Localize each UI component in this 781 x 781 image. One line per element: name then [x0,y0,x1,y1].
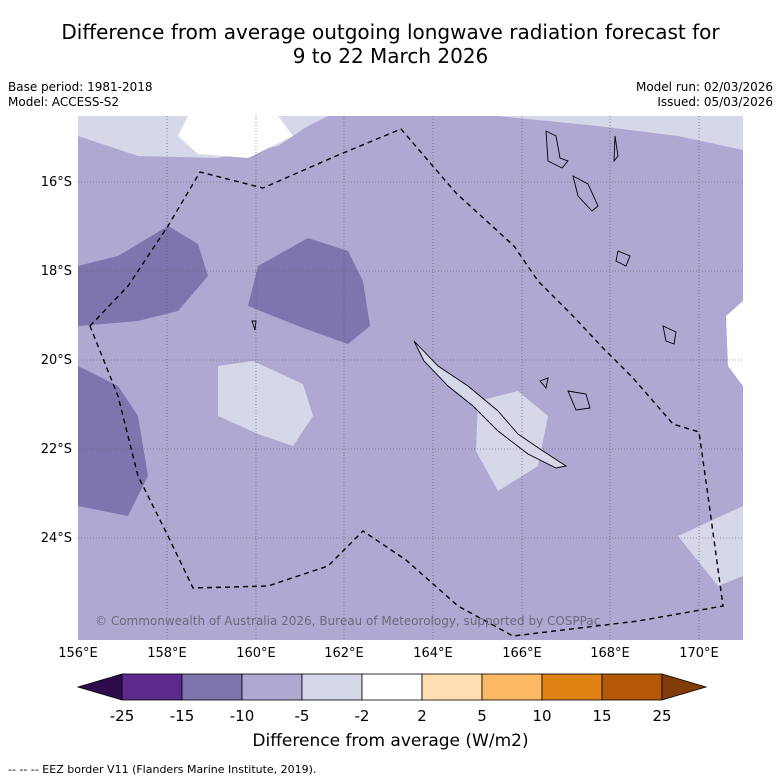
lon-label-162: 162°E [324,646,364,661]
colorbar-label: 15 [592,707,612,725]
colorbar-segment [241,673,303,701]
new-caledonia-landmass [413,340,568,469]
colorbar-label: -25 [109,707,135,725]
colorbar-segment [181,673,243,701]
model-run: Model run: 02/03/2026 [635,80,773,94]
loyalty-islands [567,390,591,411]
colorbar-label: 10 [532,707,552,725]
map-title: Difference from average outgoing longwav… [61,20,720,68]
islet-d [251,320,257,331]
copyright-text: © Commonwealth of Australia 2026, Bureau… [95,614,601,628]
lat-label-24: 24°S [40,531,72,546]
vanuatu-islands-south [572,175,599,212]
lon-label-158: 158°E [147,646,187,661]
meta-left: Base period: 1981-2018 Model: ACCESS-S2 [8,80,153,110]
map-plot [78,116,743,640]
colorbar-extend-high [661,673,708,701]
lon-label-156: 156°E [58,646,98,661]
colorbar-label: 2 [417,707,427,725]
lat-label-20: 20°S [40,353,72,368]
eez-legend: -- -- -- EEZ border V11 (Flanders Marine… [8,763,317,776]
lat-label-18: 18°S [40,264,72,279]
graticule [78,116,743,640]
colorbar [76,673,708,701]
colorbar-segment [481,673,543,701]
islet-c [539,377,549,389]
colorbar-segment [421,673,483,701]
lon-label-170: 170°E [679,646,719,661]
white-patch-north [178,116,293,158]
colorbar-label: -10 [229,707,255,725]
colorbar-label: -2 [354,707,370,725]
colorbar-segment [361,673,423,701]
colorbar-segment [301,673,363,701]
vanuatu-islands-north [613,135,619,163]
colorbar-segment [541,673,603,701]
colorbar-title: Difference from average (W/m2) [252,731,529,751]
colorbar-label: 5 [477,707,487,725]
lon-label-168: 168°E [590,646,630,661]
colorbar-label: -15 [169,707,195,725]
islet-b [662,325,677,345]
lon-label-166: 166°E [502,646,542,661]
lat-label-16: 16°S [40,175,72,190]
colorbar-extend-low [76,673,123,701]
eez-border [89,128,724,637]
issued-date: Issued: 05/03/2026 [657,95,773,109]
islet-a [615,250,631,267]
base-period: Base period: 1981-2018 [8,80,153,94]
vanuatu-islands [545,130,569,169]
dark-region-central [248,238,370,344]
light-region-north [78,116,743,150]
dark-region-nw [78,226,208,326]
white-patch-east [726,301,743,386]
meta-right: Model run: 02/03/2026 Issued: 05/03/2026 [636,80,773,110]
dark-region-w [78,366,148,516]
colorbar-segment [601,673,663,701]
colorbar-segment [121,673,183,701]
mid-patch [698,211,728,236]
lon-label-160: 160°E [236,646,276,661]
colorbar-label: 25 [652,707,672,725]
light-region-west [218,361,313,446]
lon-label-164: 164°E [413,646,453,661]
colorbar-label: -5 [294,707,310,725]
light-region-southeast [678,506,743,586]
model-name: Model: ACCESS-S2 [8,95,120,109]
map-background [78,116,743,640]
lat-label-22: 22°S [40,442,72,457]
